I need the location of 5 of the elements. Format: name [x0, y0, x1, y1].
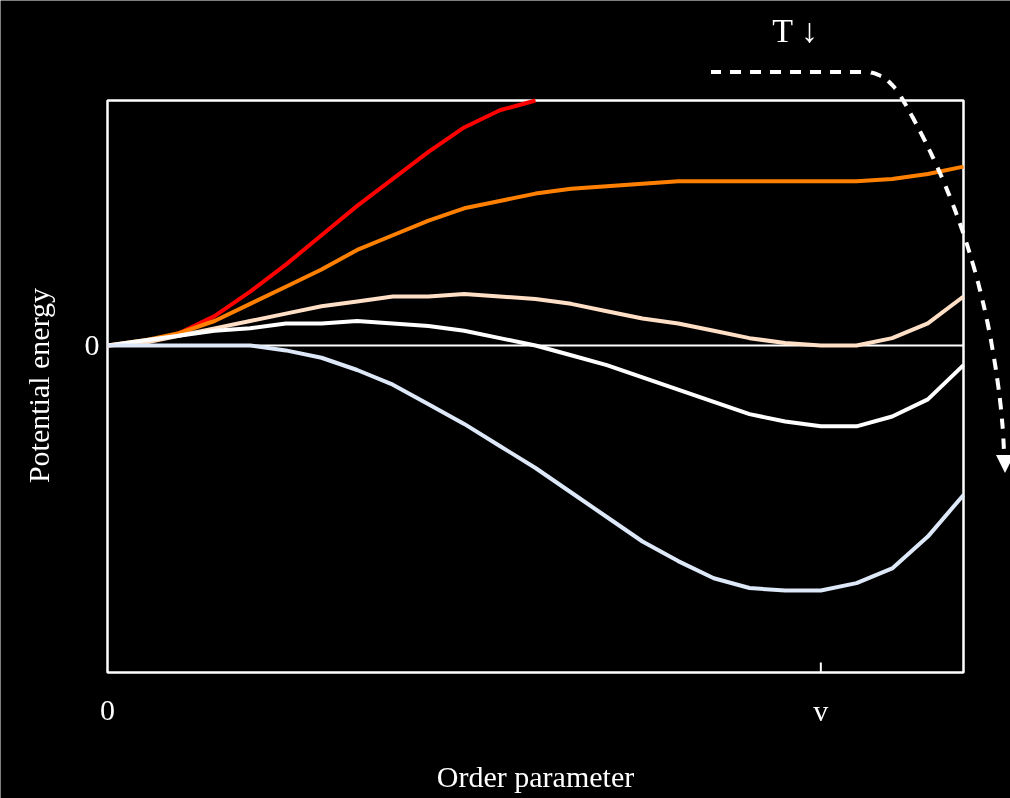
y-axis-title: Potential energy — [22, 287, 55, 484]
x-axis-title: Order parameter — [436, 760, 635, 793]
text: T ↓ — [772, 12, 819, 49]
x-tick-label: v — [813, 694, 829, 727]
ref-line-label: 0 — [84, 328, 100, 361]
